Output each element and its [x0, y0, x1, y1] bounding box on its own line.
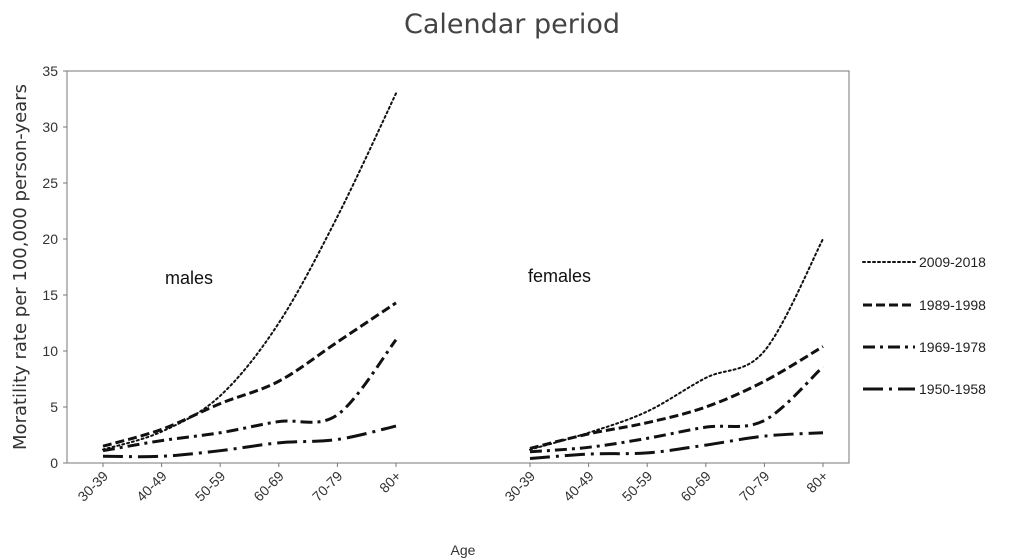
x-tick-label: 80+: [376, 468, 404, 496]
y-axis-label: Moratility rate per 100,000 person-years: [10, 84, 31, 450]
x-tick-label: 40-49: [560, 468, 597, 505]
series-line-females-1989-1998: [529, 345, 824, 450]
y-tick-label: 20: [42, 231, 58, 247]
y-tick-label: 35: [42, 63, 58, 79]
x-tick-label: 60-69: [677, 468, 714, 505]
x-axis: 30-39 40-49 50-59 60-69 70-79 80+ 30-39 40-49 50…: [74, 463, 831, 504]
y-tick-label: 10: [42, 343, 58, 359]
series-lines: [102, 92, 825, 461]
x-axis-label: Age: [451, 542, 476, 558]
panel-labels: males females: [165, 266, 591, 288]
x-tick-label: 30-39: [501, 468, 538, 505]
y-axis: 0 5 10 15 20 25 30 35: [42, 63, 67, 471]
legend-label: 1969-1978: [919, 339, 986, 355]
series-line-males-1950-1958: [102, 424, 397, 459]
y-tick-label: 30: [42, 119, 58, 135]
y-tick-label: 25: [42, 175, 58, 191]
series-line-males-1969-1978: [102, 338, 398, 453]
series-line-females-1969-1978: [529, 365, 825, 454]
panel-label-males: males: [165, 268, 213, 288]
x-tick-label: 60-69: [250, 468, 287, 505]
chart-title: Calendar period: [404, 9, 620, 40]
x-tick-label: 70-79: [309, 468, 346, 505]
x-tick-label: 70-79: [736, 468, 773, 505]
x-tick-label: 30-39: [74, 468, 111, 505]
y-tick-label: 0: [50, 455, 58, 471]
legend-label: 1989-1998: [919, 297, 986, 313]
series-line-females-1950-1958: [529, 431, 824, 461]
legend: 2009-2018 1989-1998 1969-1978 1950-1958: [862, 254, 986, 397]
y-tick-label: 5: [50, 399, 58, 415]
x-tick-label: 80+: [803, 468, 831, 496]
legend-label: 2009-2018: [919, 254, 986, 270]
legend-label: 1950-1958: [919, 381, 986, 397]
y-tick-label: 15: [42, 287, 58, 303]
series-line-males-2009-2018: [102, 92, 397, 451]
x-tick-label: 50-59: [619, 468, 656, 505]
plot-area-frame: [66, 70, 850, 464]
x-tick-label: 50-59: [192, 468, 229, 505]
panel-label-females: females: [528, 266, 591, 286]
series-line-males-1989-1998: [102, 301, 397, 448]
x-tick-label: 40-49: [133, 468, 170, 505]
